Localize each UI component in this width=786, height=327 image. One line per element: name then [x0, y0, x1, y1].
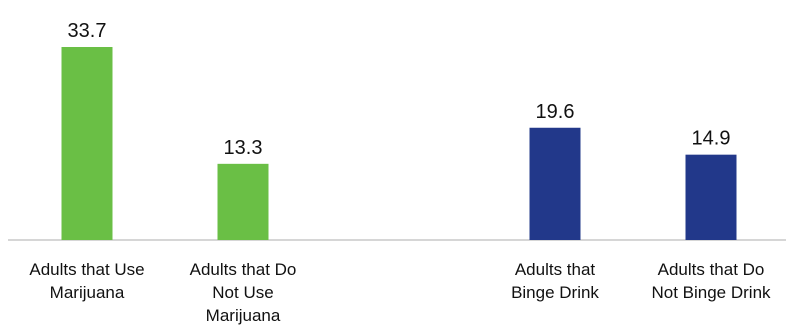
- data-label-adults-that-do-not-binge-drink: 14.9: [692, 128, 731, 150]
- category-label-adults-that-do-not-use-marijuana-line-1: Adults that Do: [190, 260, 297, 279]
- category-label-adults-that-do-not-binge-drink-line-1: Adults that Do: [658, 260, 765, 279]
- data-label-adults-that-do-not-use-marijuana: 13.3: [224, 137, 263, 159]
- category-label-adults-that-do-not-use-marijuana-line-3: Marijuana: [206, 306, 281, 325]
- value-labels-group: 33.7 13.3 19.6 14.9: [68, 20, 731, 159]
- category-label-adults-that-use-marijuana-line-1: Adults that Use: [29, 260, 144, 279]
- bars-group: [61, 47, 737, 240]
- category-label-adults-that-use-marijuana-line-2: Marijuana: [50, 283, 125, 302]
- data-label-adults-that-use-marijuana: 33.7: [68, 20, 107, 42]
- bar-adults-that-do-not-use-marijuana: [217, 163, 269, 240]
- bar-adults-that-binge-drink: [529, 127, 581, 240]
- category-labels-group: Adults that Use Marijuana Adults that Do No…: [29, 260, 771, 325]
- bar-adults-that-do-not-binge-drink: [685, 154, 737, 240]
- category-label-adults-that-binge-drink-line-1: Adults that: [515, 260, 596, 279]
- bar-adults-that-use-marijuana: [61, 47, 113, 240]
- data-label-adults-that-binge-drink: 19.6: [536, 101, 575, 123]
- category-label-adults-that-do-not-use-marijuana-line-2: Not Use: [212, 283, 273, 302]
- category-label-adults-that-binge-drink-line-2: Binge Drink: [511, 283, 599, 302]
- category-label-adults-that-do-not-binge-drink-line-2: Not Binge Drink: [651, 283, 771, 302]
